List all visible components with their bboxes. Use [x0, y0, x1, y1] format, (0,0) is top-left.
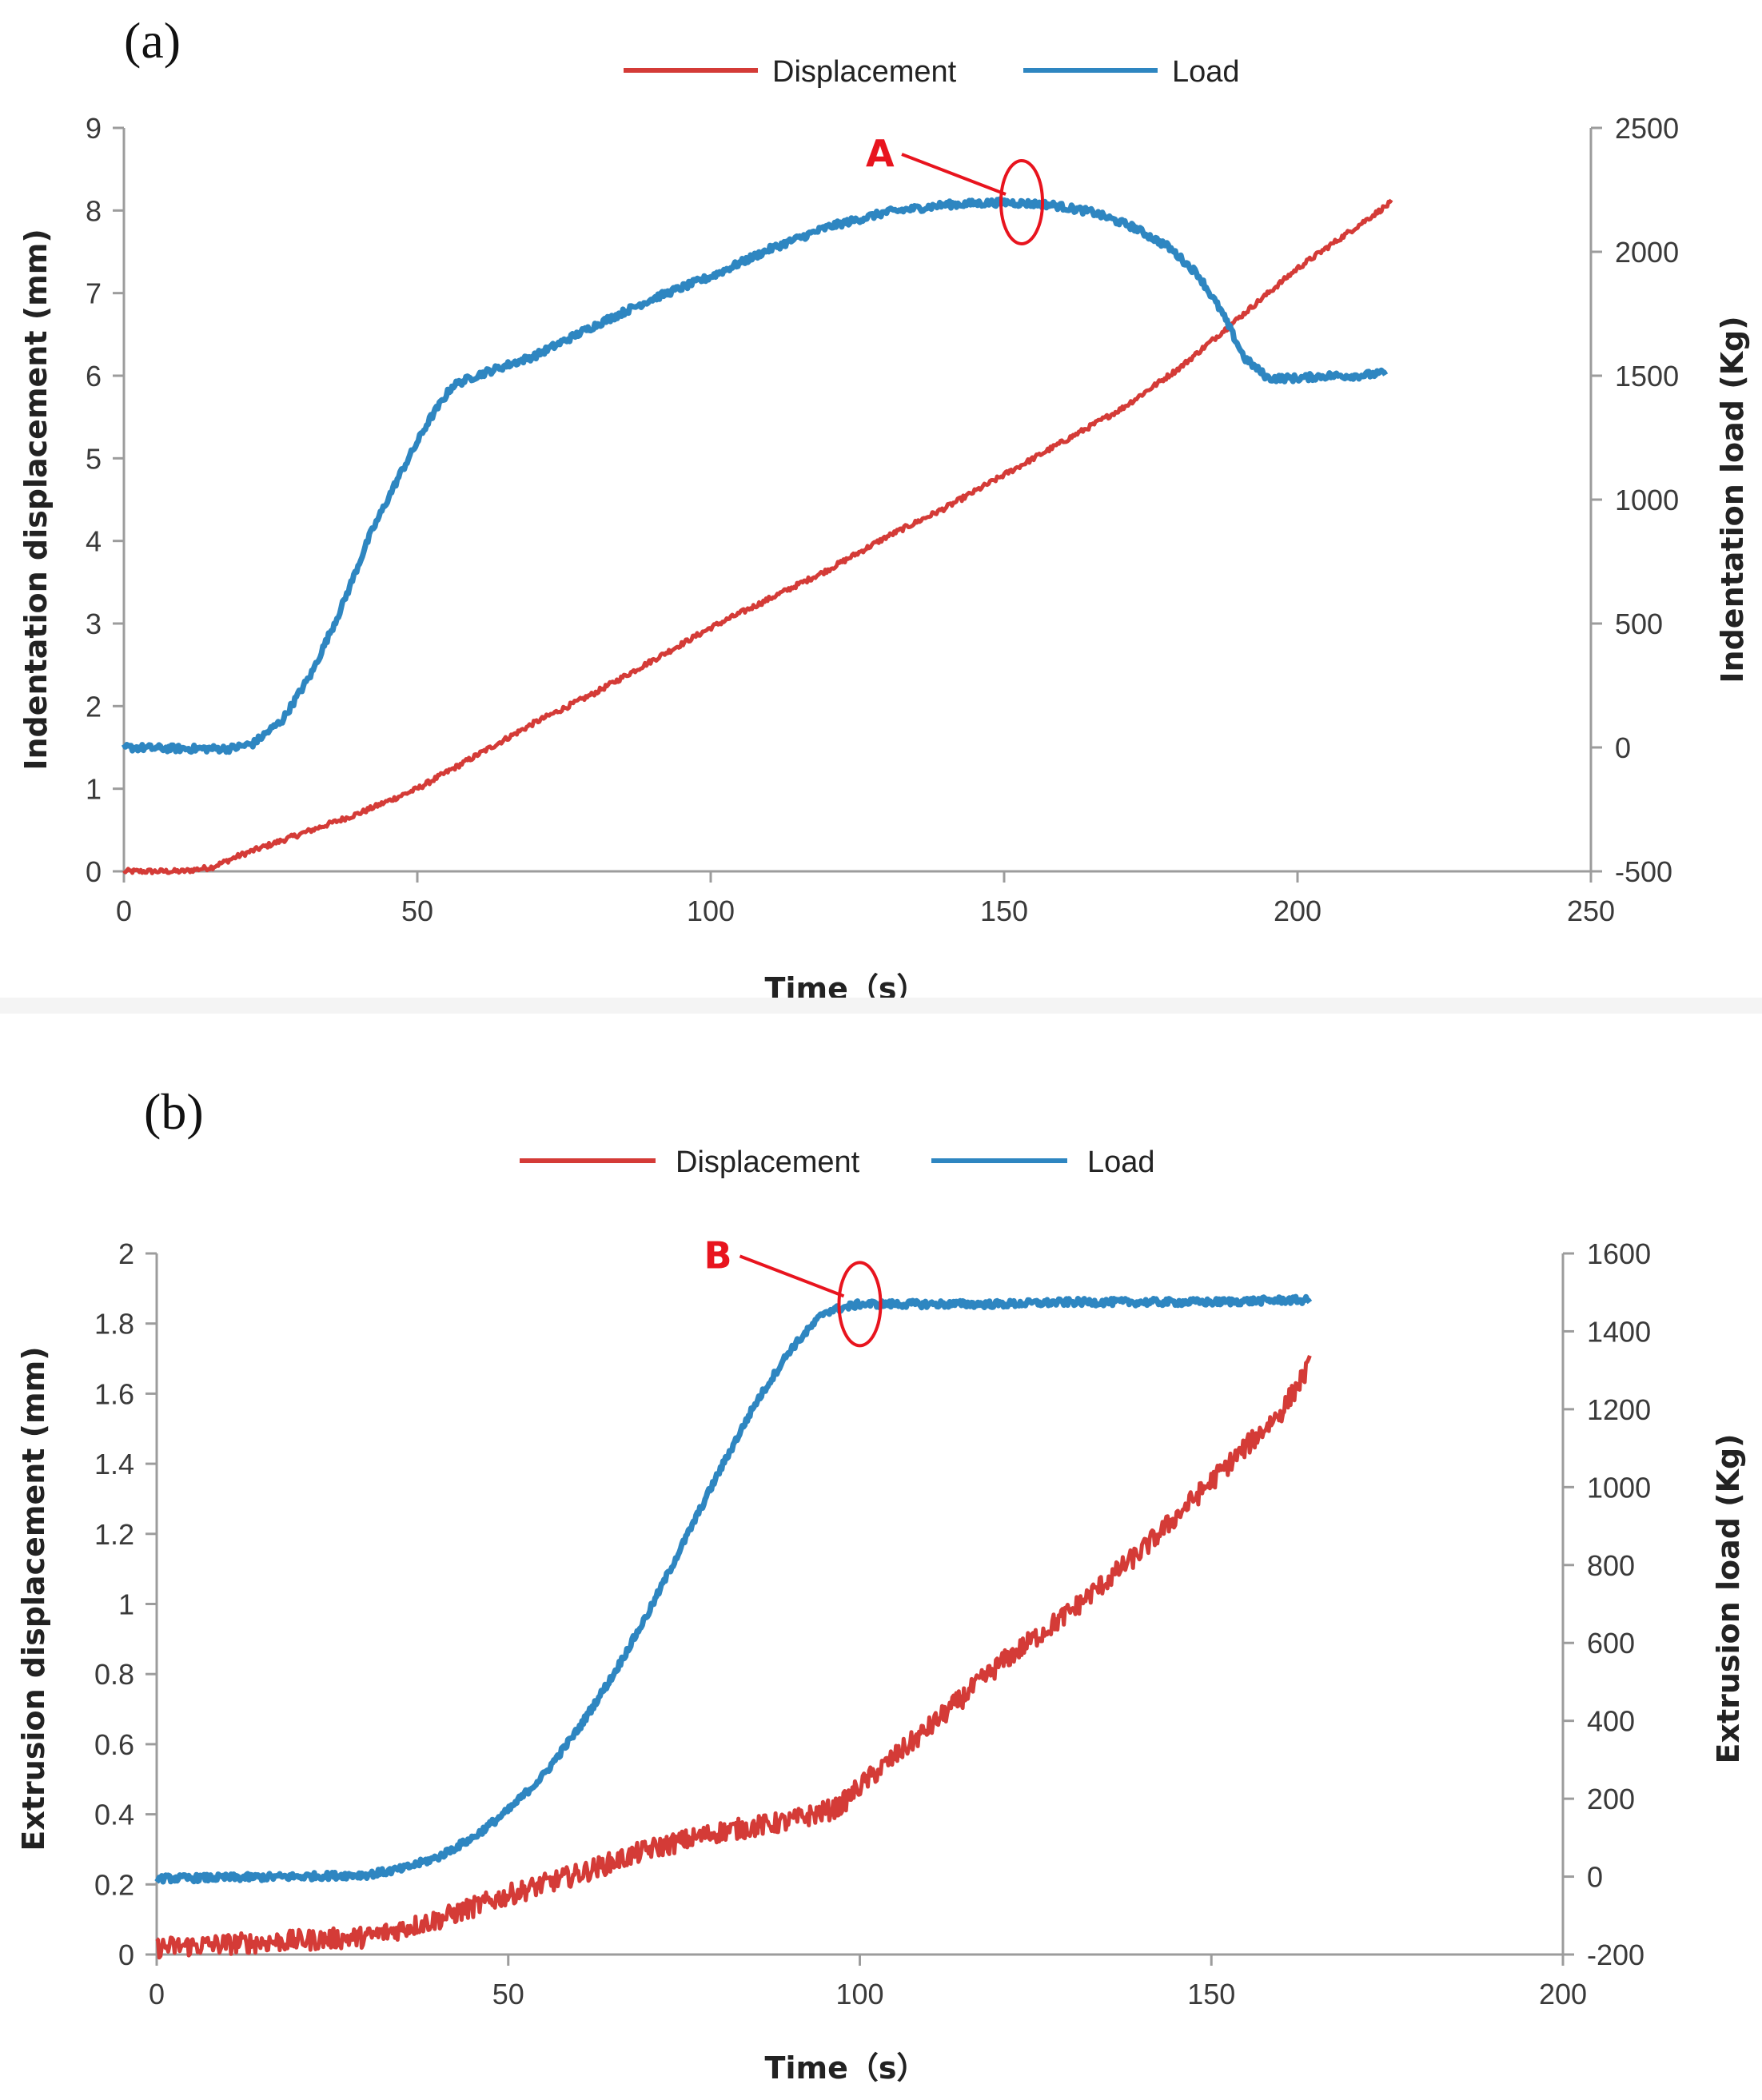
y2-tick-label: 200 [1587, 1783, 1635, 1815]
x-tick-label: 0 [116, 895, 132, 927]
y-tick-label: 6 [86, 360, 102, 393]
y-tick-label: 1.2 [94, 1518, 134, 1551]
y-tick-label: 1.8 [94, 1308, 134, 1341]
y-tick-label: 9 [86, 112, 102, 145]
y2-tick-label: 800 [1587, 1549, 1635, 1582]
y-tick-label: 1 [118, 1588, 134, 1621]
y-tick-label: 1.4 [94, 1448, 134, 1480]
legend-label-load: Load [1172, 55, 1240, 89]
chart-b: (b) Displacement Load 0 50 100 150 200 0 0.2 0… [0, 1039, 1762, 2100]
y2-tick-label: -200 [1587, 1939, 1644, 1971]
y2-tick-label: 0 [1587, 1861, 1603, 1894]
x-axis-title: Time（s） [765, 2050, 927, 2086]
y2-tick-label: 600 [1587, 1627, 1635, 1660]
y2-tick-label: 2000 [1615, 236, 1679, 269]
y2-tick-label: 1600 [1587, 1237, 1651, 1270]
y2-tick-label: 1400 [1587, 1315, 1651, 1348]
x-tick-label: 100 [687, 895, 735, 927]
y-tick-label: 2 [86, 690, 102, 723]
y-axis-title: Extrusion displacement (mm) [16, 1346, 51, 1851]
y-tick-label: 1 [86, 773, 102, 806]
y2-tick-label: -500 [1615, 855, 1672, 888]
x-tick-label: 50 [492, 1978, 524, 2010]
legend-label-load: Load [1087, 1146, 1155, 1179]
legend-label-displacement: Displacement [676, 1146, 860, 1179]
y-tick-label: 5 [86, 442, 102, 475]
y2-tick-label: 1000 [1587, 1471, 1651, 1504]
y2-tick-label: 1500 [1615, 360, 1679, 393]
series-displacement-line [155, 1355, 1312, 1960]
y-tick-label: 1.6 [94, 1377, 134, 1410]
x-tick-label: 150 [980, 895, 1028, 927]
y-tick-label: 0 [86, 855, 102, 888]
x-tick-label: 200 [1274, 895, 1322, 927]
panel-label-b: (b) [144, 1083, 204, 1140]
y-axis-title: Indentation displacement (mm) [18, 229, 54, 770]
panel-separator [0, 998, 1762, 1014]
y2-tick-label: 500 [1615, 608, 1663, 640]
y2-tick-label: 400 [1587, 1705, 1635, 1738]
annotation-ellipse [837, 1261, 883, 1348]
y-tick-label: 0.6 [94, 1728, 134, 1761]
y2-axis-title: Indentation load (Kg) [1715, 316, 1750, 683]
y-tick-label: 2 [118, 1237, 134, 1270]
y-tick-label: 0 [118, 1939, 134, 1971]
x-tick-label: 100 [835, 1978, 883, 2010]
y-tick-label: 0.2 [94, 1868, 134, 1901]
chart-a-svg: (a) Displacement Load 0 50 100 150 200 250 01… [18, 12, 1750, 1006]
annotation-leader-line [739, 1254, 845, 1298]
series-load-line [121, 196, 1389, 755]
x-tick-label: 200 [1539, 1978, 1587, 2010]
y2-tick-label: 1000 [1615, 484, 1679, 516]
y-tick-label: 7 [86, 277, 102, 310]
annotation-label: A [866, 132, 895, 175]
y-tick-label: 8 [86, 194, 102, 227]
x-tick-label: 250 [1567, 895, 1615, 927]
x-tick-label: 50 [401, 895, 433, 927]
y-tick-label: 4 [86, 525, 102, 558]
legend-label-displacement: Displacement [772, 55, 957, 89]
annotation-ellipse [999, 159, 1045, 245]
y2-axis-title: Extrusion load (Kg) [1711, 1433, 1746, 1763]
y2-tick-label: 1200 [1587, 1393, 1651, 1426]
panel-label-a: (a) [124, 12, 181, 69]
chart-b-svg: (b) Displacement Load 0 50 100 150 200 0 0.2 0… [16, 1083, 1746, 2086]
x-tick-label: 150 [1187, 1978, 1235, 2010]
y2-tick-label: 2500 [1615, 112, 1679, 145]
y2-tick-label: 0 [1615, 731, 1631, 764]
series-load-line [154, 1293, 1313, 1885]
y-tick-label: 0.8 [94, 1658, 134, 1691]
y-tick-label: 3 [86, 608, 102, 640]
annotation-leader-line [901, 153, 1007, 196]
annotation-label: B [704, 1233, 732, 1277]
x-tick-label: 0 [149, 1978, 165, 2010]
series-displacement-line [122, 198, 1393, 875]
y-tick-label: 0.4 [94, 1799, 134, 1831]
